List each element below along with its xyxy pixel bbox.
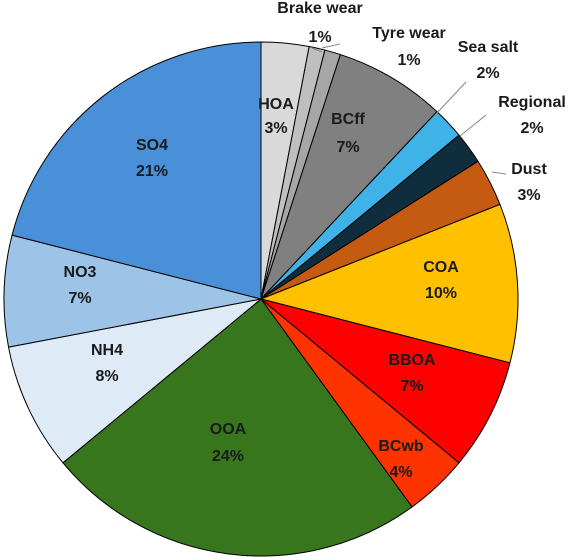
slice-value-brake-wear: 1% [308, 29, 331, 46]
leader-line-tyre-wear [321, 43, 341, 49]
leader-line-sea-salt [435, 81, 467, 115]
slice-value-ooa: 24% [212, 448, 244, 465]
slice-label-coa: COA [423, 259, 459, 276]
slice-coa [260, 203, 519, 364]
slice-bcff [260, 54, 438, 300]
slice-value-hoa: 3% [264, 120, 287, 137]
slice-label-no3: NO3 [64, 264, 97, 281]
slice-label-bcff: BCff [331, 111, 365, 128]
slice-nh4 [8, 298, 262, 464]
slice-value-bcwb: 4% [389, 464, 412, 481]
slice-label-regional: Regional [498, 94, 566, 111]
slice-value-dust: 3% [517, 187, 540, 204]
slice-value-regional: 2% [520, 120, 543, 137]
slice-label-so4: SO4 [136, 137, 168, 154]
slice-value-bboa: 7% [400, 378, 423, 395]
leader-line-dust [491, 171, 507, 175]
slice-value-nh4: 8% [95, 368, 118, 385]
slice-bboa [260, 298, 511, 464]
slice-label-sea-salt: Sea salt [458, 39, 519, 56]
leader-line-regional [459, 114, 487, 137]
slice-labels: HOA 3% Brake wear 1% Tyre wear 1% BCff 7% Sea sa… [64, 0, 566, 481]
slice-no3 [3, 234, 262, 348]
slice-label-ooa: OOA [210, 421, 247, 438]
slice-value-so4: 21% [136, 163, 168, 180]
slice-label-tyre-wear: Tyre wear [372, 25, 446, 42]
leader-lines [311, 43, 507, 175]
slice-ooa [62, 298, 413, 557]
leader-line-brake-wear [311, 47, 323, 53]
slice-value-coa: 10% [425, 285, 457, 302]
slice-value-no3: 7% [68, 290, 91, 307]
slice-value-tyre-wear: 1% [397, 52, 420, 69]
slice-label-brake-wear: Brake wear [277, 0, 362, 17]
slice-label-bcwb: BCwb [378, 438, 424, 455]
pie-slices [3, 41, 519, 557]
slice-value-sea-salt: 2% [476, 65, 499, 82]
slice-label-nh4: NH4 [91, 342, 123, 359]
slice-label-hoa: HOA [258, 96, 294, 113]
slice-value-bcff: 7% [336, 139, 359, 156]
slice-label-bboa: BBOA [388, 352, 436, 369]
slice-so4 [11, 41, 262, 300]
slice-label-dust: Dust [511, 161, 547, 178]
